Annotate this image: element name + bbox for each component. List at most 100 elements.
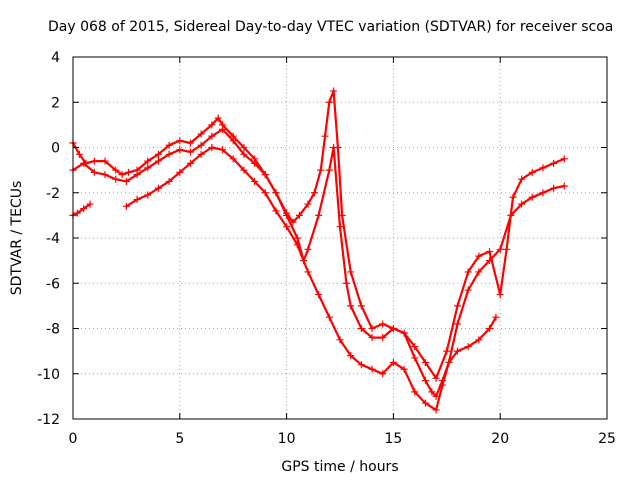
data-point	[368, 365, 376, 373]
y-tick-label: -6	[46, 276, 60, 292]
data-point	[165, 177, 173, 185]
data-point	[421, 358, 429, 366]
series-line	[71, 203, 92, 217]
data-point	[464, 268, 472, 276]
data-point	[272, 207, 280, 215]
data-point	[197, 130, 205, 138]
data-point	[208, 121, 216, 129]
y-tick-labels: 4 2 0 -2 -4 -6 -8 -10 -12	[37, 50, 60, 428]
data-point	[208, 144, 216, 151]
data-point	[186, 148, 194, 156]
data-point	[261, 171, 269, 179]
data-point	[492, 313, 500, 321]
data-point	[379, 320, 387, 328]
data-point	[80, 159, 88, 167]
data-point	[154, 157, 162, 165]
x-tick-label: 0	[69, 431, 78, 447]
data-point	[229, 155, 237, 163]
data-point	[428, 388, 436, 396]
data-point	[325, 98, 333, 106]
data-point	[261, 189, 269, 197]
data-point	[283, 223, 291, 231]
data-point	[453, 347, 461, 355]
x-tick-label: 25	[598, 431, 616, 447]
data-point	[90, 157, 98, 165]
data-point	[347, 268, 355, 276]
data-point	[144, 164, 152, 172]
data-point	[112, 175, 120, 183]
series-line	[71, 128, 566, 398]
data-point	[219, 125, 227, 133]
data-point	[528, 168, 536, 176]
data-point	[357, 302, 365, 310]
data-point	[475, 252, 483, 260]
x-tick-label: 15	[384, 431, 402, 447]
data-point	[507, 211, 515, 219]
grid-lines	[73, 57, 607, 419]
data-point	[144, 157, 152, 165]
data-point	[219, 146, 227, 154]
data-point	[336, 336, 344, 344]
data-point	[325, 313, 333, 321]
data-point	[293, 234, 301, 242]
data-point	[315, 291, 323, 299]
data-point	[560, 182, 568, 190]
data-point	[310, 189, 318, 197]
y-tick-label: -12	[37, 412, 60, 428]
data-point	[325, 166, 333, 174]
data-point	[518, 175, 526, 183]
data-point	[186, 139, 194, 147]
data-point	[503, 245, 511, 253]
data-point	[368, 334, 376, 342]
data-point	[336, 223, 344, 231]
data-point	[240, 166, 248, 174]
data-point	[118, 171, 126, 179]
x-tick-label: 20	[491, 431, 509, 447]
data-point	[208, 132, 216, 140]
data-point	[518, 200, 526, 208]
y-tick-label: 2	[51, 95, 60, 111]
data-point	[304, 245, 312, 253]
data-point	[347, 352, 355, 360]
data-point	[400, 365, 408, 373]
y-tick-label: -2	[46, 186, 60, 202]
data-point	[411, 354, 419, 362]
data-point	[421, 399, 429, 407]
data-point	[122, 202, 130, 210]
data-point	[251, 159, 259, 167]
data-point	[357, 361, 365, 369]
data-point	[122, 177, 130, 185]
data-point	[539, 189, 547, 197]
data-point	[317, 166, 325, 174]
data-point	[389, 358, 397, 366]
data-point	[432, 406, 440, 414]
data-point	[330, 87, 338, 95]
data-point	[154, 150, 162, 158]
y-tick-label: -4	[46, 231, 60, 247]
data-point	[357, 325, 365, 332]
data-point	[496, 245, 504, 253]
data-point	[400, 329, 408, 337]
plot-frame	[72, 56, 608, 420]
data-point	[133, 196, 141, 204]
data-point	[453, 302, 461, 310]
data-point	[445, 358, 453, 366]
data-point	[75, 150, 83, 158]
data-point	[550, 159, 558, 167]
data-point	[432, 392, 440, 400]
x-tick-label: 5	[175, 431, 184, 447]
data-point	[112, 166, 120, 174]
data-point	[486, 325, 494, 332]
data-point	[176, 168, 184, 176]
data-point	[90, 168, 98, 176]
data-point	[214, 114, 222, 122]
data-point	[240, 150, 248, 158]
data-point	[165, 150, 173, 158]
data-point	[486, 257, 494, 265]
data-point	[80, 205, 88, 213]
data-point	[154, 184, 162, 192]
data-point	[342, 279, 350, 287]
y-tick-label: 0	[51, 141, 60, 157]
data-point	[389, 325, 397, 332]
